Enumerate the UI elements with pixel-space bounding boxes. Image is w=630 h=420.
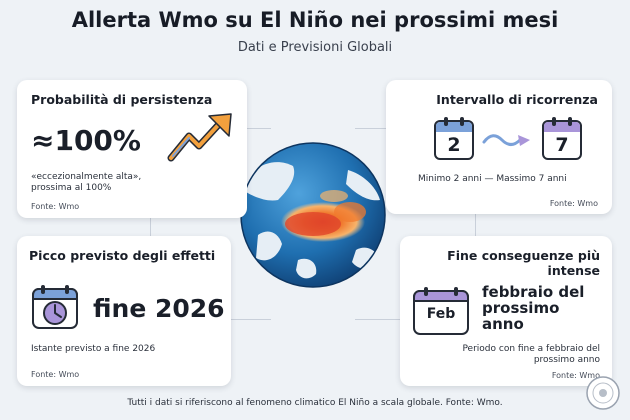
end-title-2: intense <box>547 263 600 278</box>
recurrence-min-value: 2 <box>447 134 461 156</box>
recurrence-card: Intervallo di ricorrenza 2 7 Minimo 2 an… <box>386 80 612 214</box>
end-card: Fine conseguenze più intense Feb febbrai… <box>400 236 612 386</box>
calendar-min-icon: 2 <box>434 117 474 160</box>
persistence-source: Fonte: Wmo <box>31 202 80 211</box>
page-subtitle: Dati e Previsioni Globali <box>237 40 393 55</box>
recurrence-source: Fonte: Wmo <box>549 199 598 208</box>
page-title: Allerta Wmo su El Niño nei prossimi mesi <box>71 8 559 32</box>
peak-card: Picco previsto degli effetti fine 2026 I… <box>17 236 231 386</box>
clock-calendar-icon <box>32 285 78 329</box>
peak-source: Fonte: Wmo <box>31 370 80 379</box>
peak-value: fine 2026 <box>93 294 225 323</box>
calendar-max-icon: 7 <box>542 117 582 160</box>
persistence-note-2: prossima al 100% <box>31 183 112 193</box>
end-note-1: Periodo con fine a febbraio del <box>462 344 600 354</box>
globe-illustration <box>240 142 386 288</box>
end-title-1: Fine conseguenze più <box>447 248 600 263</box>
persistence-value: ≈100% <box>31 124 141 157</box>
recurrence-note: Minimo 2 anni — Massimo 7 anni <box>418 174 567 184</box>
footer-note: Tutti i dati si riferiscono al fenomeno … <box>127 398 503 408</box>
end-calendar-label: Feb <box>426 306 456 322</box>
recurrence-max-value: 7 <box>555 134 569 156</box>
end-value-3: anno <box>482 315 524 333</box>
recurrence-title: Intervallo di ricorrenza <box>436 92 598 107</box>
persistence-title: Probabilità di persistenza <box>31 92 213 107</box>
watermark-seal-icon <box>586 376 620 410</box>
end-note-2: prossimo anno <box>533 355 600 365</box>
persistence-note-1: «eccezionalmente alta», <box>31 172 142 182</box>
persistence-card: Probabilità di persistenza ≈100% «eccezi… <box>17 80 247 218</box>
end-value-2: prossimo <box>482 299 560 317</box>
trend-up-arrow-icon <box>167 113 232 162</box>
end-source: Fonte: Wmo <box>551 371 600 380</box>
peak-title: Picco previsto degli effetti <box>29 248 216 263</box>
wave-arrow-icon <box>482 134 530 146</box>
calendar-feb-icon <box>413 287 469 335</box>
peak-note: Istante previsto a fine 2026 <box>31 344 156 354</box>
end-value-1: febbraio del <box>482 283 585 301</box>
